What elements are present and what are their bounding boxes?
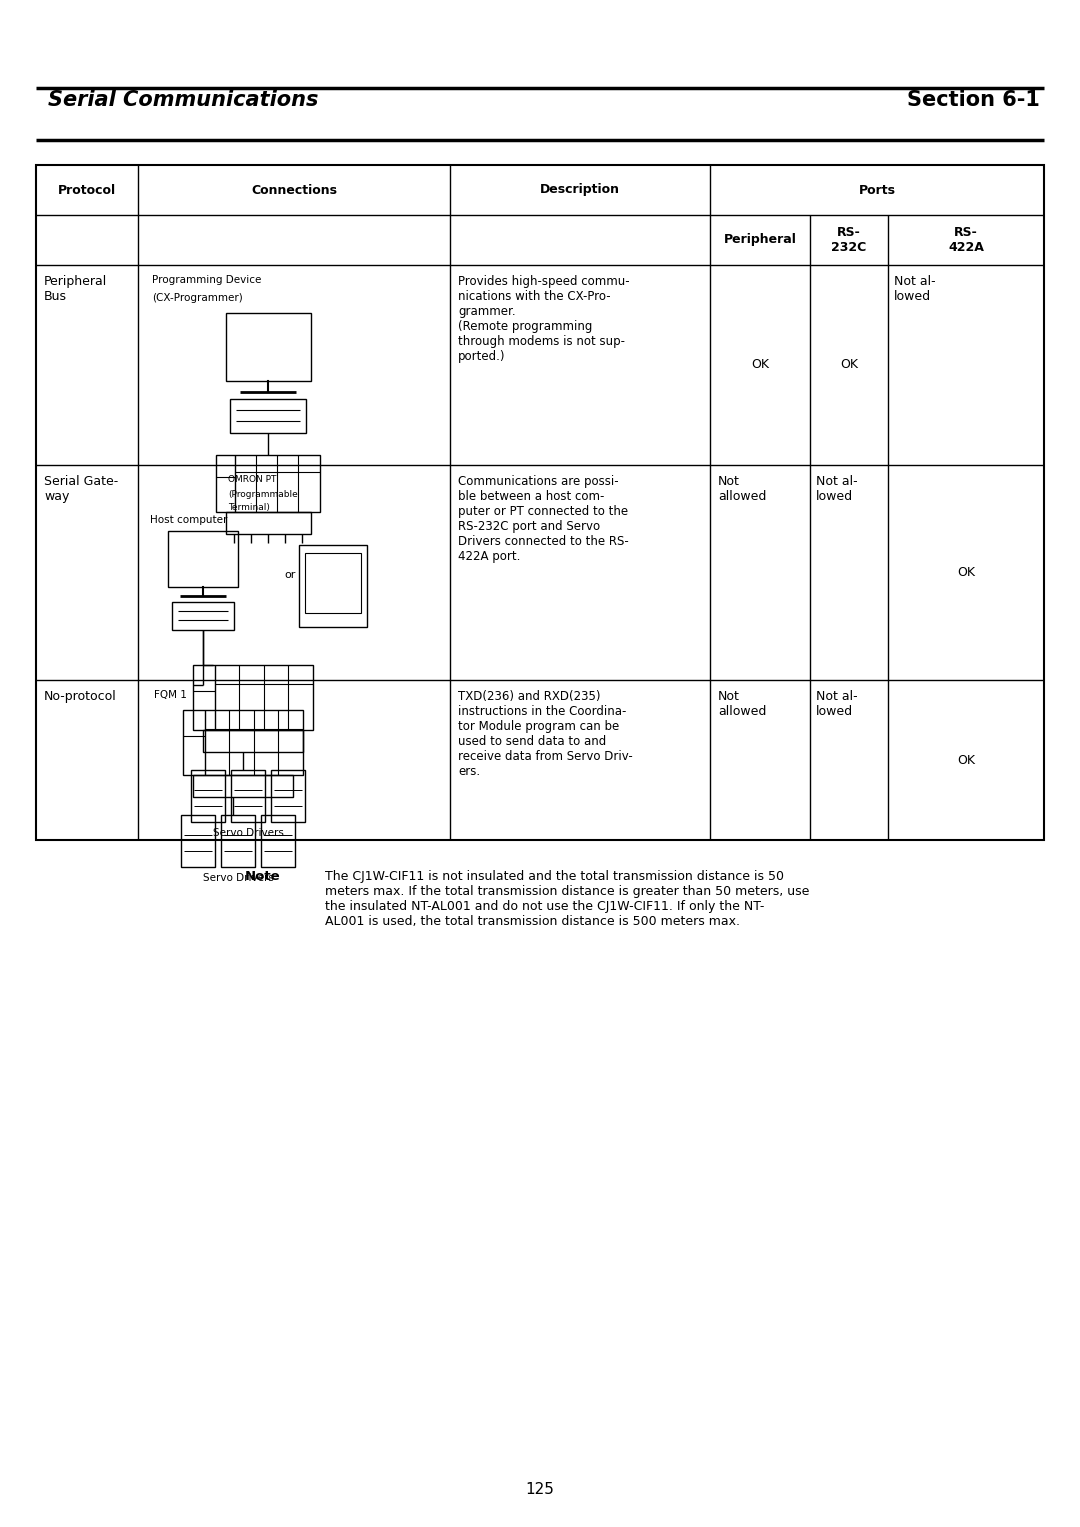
Bar <box>221 815 255 867</box>
Text: OK: OK <box>957 565 975 579</box>
Text: Note: Note <box>245 870 281 883</box>
Bar <box>226 512 311 534</box>
Text: RS-
232C: RS- 232C <box>832 226 866 253</box>
Text: Serial Gate-
way: Serial Gate- way <box>44 475 118 502</box>
Text: Not
allowed: Not allowed <box>718 475 767 502</box>
Text: Protocol: Protocol <box>58 183 116 197</box>
Text: Serial Communications: Serial Communications <box>48 90 319 110</box>
Text: (CX-Programmer): (CX-Programmer) <box>152 293 243 302</box>
Text: OK: OK <box>840 359 858 371</box>
Bar <box>216 455 320 512</box>
Bar <box>36 165 1044 840</box>
Bar <box>271 770 305 822</box>
Text: Connections: Connections <box>251 183 337 197</box>
Text: Communications are possi-
ble between a host com-
puter or PT connected to the
R: Communications are possi- ble between a … <box>458 475 629 563</box>
Text: Not al-
lowed: Not al- lowed <box>816 475 858 502</box>
Text: Section 6-1: Section 6-1 <box>907 90 1040 110</box>
Bar <box>299 545 367 628</box>
Text: Servo Drivers: Servo Drivers <box>203 873 273 883</box>
Text: Provides high-speed commu-
nications with the CX-Pro-
grammer.
(Remote programmi: Provides high-speed commu- nications wit… <box>458 275 630 363</box>
Text: Ports: Ports <box>859 183 895 197</box>
Text: or: or <box>284 570 296 580</box>
Bar <box>261 815 295 867</box>
Text: Servo Drivers: Servo Drivers <box>213 828 283 838</box>
Text: FQM 1: FQM 1 <box>154 690 187 699</box>
Bar <box>193 664 313 730</box>
Text: TXD(236) and RXD(235)
instructions in the Coordina-
tor Module program can be
us: TXD(236) and RXD(235) instructions in th… <box>458 690 633 777</box>
Text: 125: 125 <box>526 1483 554 1498</box>
Text: OK: OK <box>751 359 769 371</box>
Text: OMRON PT: OMRON PT <box>228 475 276 484</box>
Bar <box>191 770 225 822</box>
Text: Not al-
lowed: Not al- lowed <box>894 275 935 302</box>
Text: RS-
422A: RS- 422A <box>948 226 984 253</box>
Text: Programming Device: Programming Device <box>152 275 261 286</box>
Text: (Programmable: (Programmable <box>228 490 298 499</box>
Bar <box>181 815 215 867</box>
Text: Not
allowed: Not allowed <box>718 690 767 718</box>
Text: Peripheral: Peripheral <box>724 234 796 246</box>
Bar <box>231 770 265 822</box>
Bar <box>230 399 306 434</box>
Bar <box>203 730 303 751</box>
Bar <box>305 553 361 612</box>
Text: Terminal): Terminal) <box>228 502 270 512</box>
Text: Host computer: Host computer <box>150 515 228 525</box>
Text: OK: OK <box>957 753 975 767</box>
Text: No-protocol: No-protocol <box>44 690 117 702</box>
Bar <box>193 776 293 797</box>
Text: The CJ1W-CIF11 is not insulated and the total transmission distance is 50
meters: The CJ1W-CIF11 is not insulated and the … <box>325 870 809 928</box>
Bar <box>226 313 311 382</box>
Bar <box>183 710 303 776</box>
Bar <box>172 602 234 631</box>
Text: Not al-
lowed: Not al- lowed <box>816 690 858 718</box>
Text: Description: Description <box>540 183 620 197</box>
Bar <box>168 531 238 586</box>
Text: Peripheral
Bus: Peripheral Bus <box>44 275 107 302</box>
